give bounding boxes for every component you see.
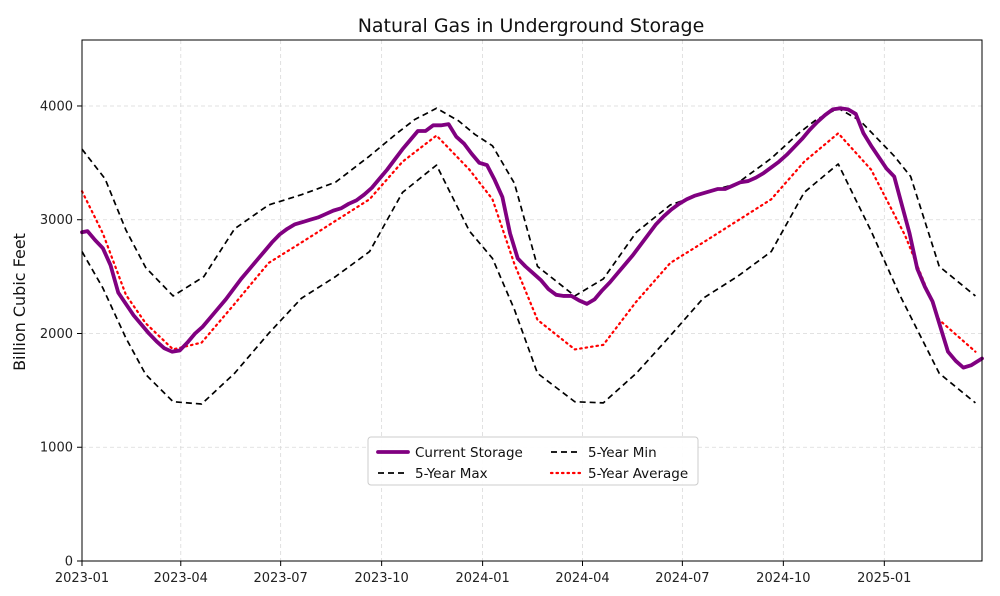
x-tick-label-1: 2023-04 [154, 571, 208, 586]
chart-title: Natural Gas in Underground Storage [358, 15, 705, 37]
x-tick-label-5: 2024-04 [555, 571, 609, 586]
series-line-5-year-min [81, 163, 976, 405]
x-tick-label-4: 2024-01 [455, 571, 509, 586]
y-tick-label-0: 0 [65, 555, 73, 570]
x-tick-label-8: 2025-01 [857, 571, 911, 586]
series-line-current-storage [80, 106, 984, 370]
legend-label-1: 5-Year Max [415, 466, 488, 482]
x-tick-label-2: 2023-07 [253, 571, 307, 586]
x-tick-label-6: 2024-07 [655, 571, 709, 586]
legend-label-3: 5-Year Average [588, 466, 688, 482]
plot-frame [81, 39, 983, 562]
x-tick-label-0: 2023-01 [55, 571, 109, 586]
y-tick-label-4: 4000 [40, 99, 73, 114]
series-lines [80, 106, 984, 405]
legend: Current Storage 5-Year Max 5-Year Min 5-Yea… [367, 436, 699, 486]
legend-label-0: Current Storage [415, 445, 523, 461]
y-tick-label-3: 3000 [40, 213, 73, 228]
x-tick-label-3: 2023-10 [354, 571, 408, 586]
legend-frame [367, 436, 699, 486]
x-tick-label-7: 2024-10 [756, 571, 810, 586]
axis-ticks: 2023-01 2023-04 2023-07 2023-10 2024-01 2024-… [40, 99, 912, 586]
y-tick-label-1: 1000 [40, 441, 73, 456]
series-line-5-year-average [80, 132, 977, 353]
legend-entries: Current Storage 5-Year Max 5-Year Min 5-Yea… [376, 445, 688, 482]
y-tick-label-2: 2000 [40, 327, 73, 342]
legend-label-2: 5-Year Min [588, 445, 657, 461]
y-axis-title: Billion Cubic Feet [10, 233, 29, 371]
